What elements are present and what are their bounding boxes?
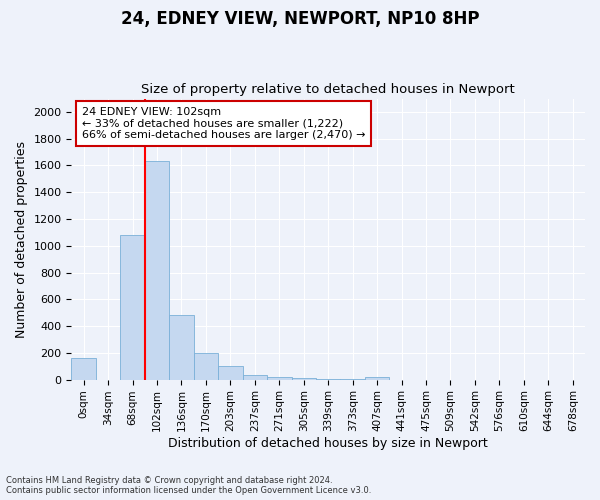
Bar [292, 378, 316, 380]
Bar [218, 366, 242, 380]
Bar [194, 353, 218, 380]
Bar [365, 377, 389, 380]
Bar [316, 379, 340, 380]
Title: Size of property relative to detached houses in Newport: Size of property relative to detached ho… [142, 83, 515, 96]
Bar [340, 379, 365, 380]
Bar [169, 316, 194, 380]
Text: 24 EDNEY VIEW: 102sqm
← 33% of detached houses are smaller (1,222)
66% of semi-d: 24 EDNEY VIEW: 102sqm ← 33% of detached … [82, 107, 365, 140]
Bar [242, 375, 267, 380]
Bar [145, 162, 169, 380]
Text: Contains HM Land Registry data © Crown copyright and database right 2024.
Contai: Contains HM Land Registry data © Crown c… [6, 476, 371, 495]
Bar [267, 376, 292, 380]
Y-axis label: Number of detached properties: Number of detached properties [15, 140, 28, 338]
Bar [71, 358, 96, 380]
X-axis label: Distribution of detached houses by size in Newport: Distribution of detached houses by size … [169, 437, 488, 450]
Bar [121, 235, 145, 380]
Text: 24, EDNEY VIEW, NEWPORT, NP10 8HP: 24, EDNEY VIEW, NEWPORT, NP10 8HP [121, 10, 479, 28]
